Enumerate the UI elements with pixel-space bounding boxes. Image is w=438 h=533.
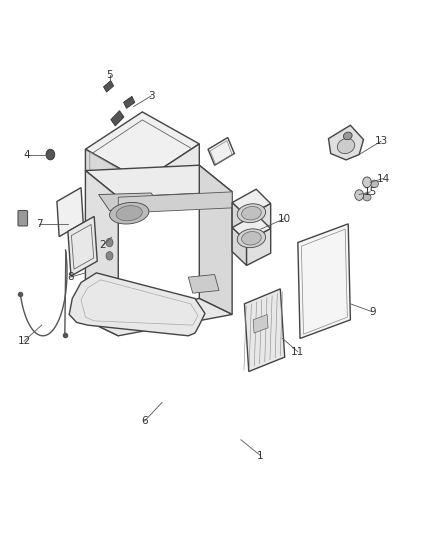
Ellipse shape bbox=[343, 132, 352, 140]
Polygon shape bbox=[208, 138, 234, 165]
Ellipse shape bbox=[242, 206, 261, 220]
Text: 6: 6 bbox=[141, 416, 148, 426]
Polygon shape bbox=[69, 273, 205, 336]
Polygon shape bbox=[244, 289, 285, 372]
Polygon shape bbox=[111, 111, 124, 126]
Circle shape bbox=[106, 238, 113, 247]
Polygon shape bbox=[232, 214, 271, 241]
Polygon shape bbox=[298, 224, 350, 338]
Polygon shape bbox=[328, 125, 364, 160]
Text: 3: 3 bbox=[148, 91, 155, 101]
Text: 4: 4 bbox=[23, 150, 30, 159]
Text: 1: 1 bbox=[257, 451, 264, 461]
Polygon shape bbox=[232, 189, 271, 216]
Ellipse shape bbox=[371, 180, 378, 188]
Polygon shape bbox=[232, 228, 247, 265]
Ellipse shape bbox=[242, 231, 261, 245]
Polygon shape bbox=[118, 192, 232, 213]
Text: 10: 10 bbox=[278, 214, 291, 223]
Polygon shape bbox=[232, 203, 247, 240]
Polygon shape bbox=[99, 193, 162, 211]
Circle shape bbox=[355, 190, 364, 200]
Polygon shape bbox=[142, 144, 199, 203]
Polygon shape bbox=[188, 274, 219, 293]
Polygon shape bbox=[199, 165, 232, 314]
Text: 8: 8 bbox=[67, 272, 74, 282]
Ellipse shape bbox=[337, 139, 355, 154]
Text: 12: 12 bbox=[18, 336, 31, 346]
Text: 15: 15 bbox=[364, 187, 377, 197]
Polygon shape bbox=[85, 171, 118, 336]
Ellipse shape bbox=[116, 206, 142, 221]
Circle shape bbox=[363, 177, 371, 188]
Text: 5: 5 bbox=[106, 70, 113, 79]
Ellipse shape bbox=[237, 229, 265, 248]
Text: 13: 13 bbox=[374, 136, 388, 146]
Polygon shape bbox=[253, 314, 268, 333]
Polygon shape bbox=[247, 229, 271, 265]
Polygon shape bbox=[124, 96, 135, 108]
Polygon shape bbox=[85, 112, 199, 181]
Polygon shape bbox=[85, 298, 232, 336]
Circle shape bbox=[46, 149, 55, 160]
Polygon shape bbox=[68, 216, 97, 276]
Text: 2: 2 bbox=[99, 240, 106, 250]
FancyBboxPatch shape bbox=[18, 211, 28, 226]
Polygon shape bbox=[85, 165, 232, 197]
Text: 7: 7 bbox=[36, 219, 43, 229]
Polygon shape bbox=[57, 188, 83, 237]
Text: 14: 14 bbox=[377, 174, 390, 183]
Ellipse shape bbox=[363, 193, 371, 201]
Polygon shape bbox=[85, 149, 142, 203]
Polygon shape bbox=[247, 204, 271, 240]
Polygon shape bbox=[103, 80, 114, 92]
Circle shape bbox=[106, 252, 113, 260]
Ellipse shape bbox=[110, 203, 149, 224]
Text: 11: 11 bbox=[291, 347, 304, 357]
Text: 9: 9 bbox=[369, 307, 376, 317]
Ellipse shape bbox=[237, 204, 265, 223]
